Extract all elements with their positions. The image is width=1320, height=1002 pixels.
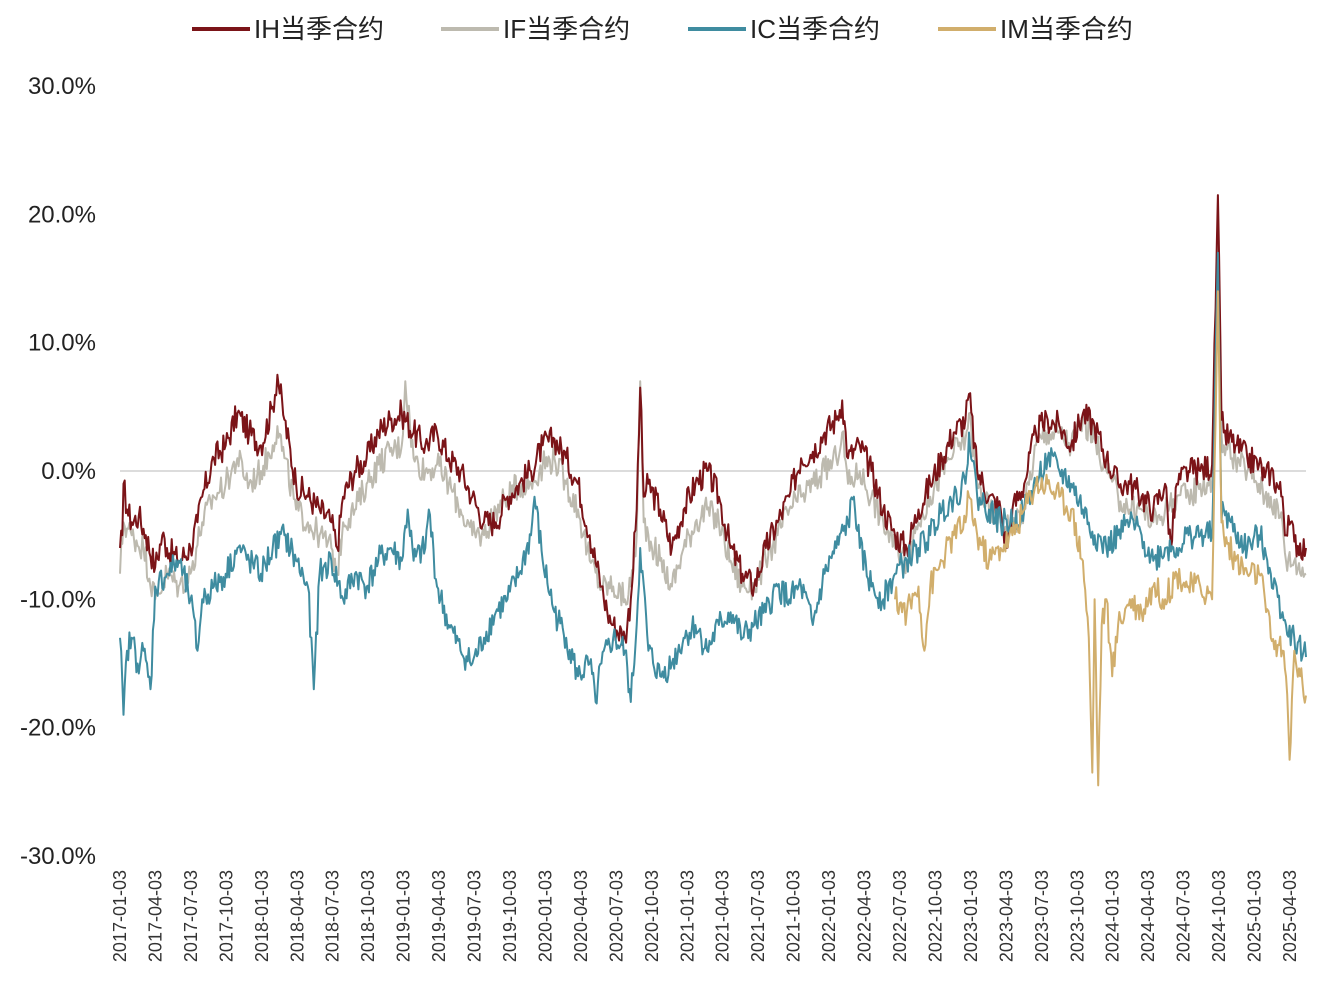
x-tick-label: 2025-04-03 bbox=[1280, 870, 1300, 962]
x-tick-label: 2018-10-03 bbox=[358, 870, 378, 962]
y-tick-label: 10.0% bbox=[28, 330, 96, 357]
series-line-1 bbox=[119, 194, 1307, 647]
x-tick-label: 2018-04-03 bbox=[287, 870, 307, 962]
x-tick-label: 2017-10-03 bbox=[216, 870, 236, 962]
y-tick-label: 20.0% bbox=[28, 201, 96, 228]
x-tick-label: 2019-07-03 bbox=[465, 870, 485, 962]
legend-label: IH当季合约 bbox=[254, 14, 384, 44]
x-tick-label: 2024-10-03 bbox=[1209, 870, 1229, 962]
series-line-3 bbox=[119, 251, 1307, 716]
x-tick-label: 2019-10-03 bbox=[500, 870, 520, 962]
x-tick-label: 2023-07-03 bbox=[1032, 870, 1052, 962]
x-tick-label: 2021-04-03 bbox=[713, 870, 733, 962]
x-tick-label: 2022-07-03 bbox=[890, 870, 910, 962]
x-tick-label: 2022-01-03 bbox=[819, 870, 839, 962]
series-line-2 bbox=[119, 226, 1307, 607]
legend: IH当季合约 IF当季合约 IC当季合约 IM当季合约 bbox=[192, 14, 1133, 44]
x-tick-label: 2018-01-03 bbox=[252, 870, 272, 962]
y-tick-label: 0.0% bbox=[41, 458, 96, 485]
legend-label: IC当季合约 bbox=[750, 14, 880, 44]
x-tick-label: 2020-10-03 bbox=[642, 870, 662, 962]
y-tick-label: -20.0% bbox=[20, 715, 96, 742]
x-axis: 2017-01-03 2017-04-03 2017-07-03 2017-10-03… bbox=[110, 870, 1300, 962]
x-tick-label: 2024-04-03 bbox=[1138, 870, 1158, 962]
y-tick-label: -10.0% bbox=[20, 586, 96, 613]
x-tick-label: 2019-04-03 bbox=[429, 870, 449, 962]
x-tick-label: 2022-04-03 bbox=[855, 870, 875, 962]
x-tick-label: 2017-01-03 bbox=[110, 870, 130, 962]
x-tick-label: 2025-01-03 bbox=[1245, 870, 1265, 962]
series-group bbox=[119, 194, 1307, 787]
x-tick-label: 2018-07-03 bbox=[323, 870, 343, 962]
x-tick-label: 2021-10-03 bbox=[784, 870, 804, 962]
x-tick-label: 2021-01-03 bbox=[677, 870, 697, 962]
legend-label: IM当季合约 bbox=[1000, 14, 1133, 44]
x-tick-label: 2020-07-03 bbox=[606, 870, 626, 962]
x-tick-label: 2023-01-03 bbox=[961, 870, 981, 962]
x-tick-label: 2023-04-03 bbox=[996, 870, 1016, 962]
x-tick-label: 2024-07-03 bbox=[1174, 870, 1194, 962]
y-tick-label: -30.0% bbox=[20, 843, 96, 870]
x-tick-label: 2023-10-03 bbox=[1067, 870, 1087, 962]
series-line-4 bbox=[894, 290, 1307, 787]
x-tick-label: 2024-01-03 bbox=[1103, 870, 1123, 962]
x-tick-label: 2022-10-03 bbox=[925, 870, 945, 962]
x-tick-label: 2020-01-03 bbox=[535, 870, 555, 962]
x-tick-label: 2019-01-03 bbox=[394, 870, 414, 962]
y-tick-label: 30.0% bbox=[28, 73, 96, 100]
legend-label: IF当季合约 bbox=[503, 14, 630, 44]
x-tick-label: 2017-07-03 bbox=[181, 870, 201, 962]
x-tick-label: 2017-04-03 bbox=[145, 870, 165, 962]
y-axis: 30.0% 20.0% 10.0% 0.0% -10.0% -20.0% -30.0% bbox=[20, 73, 96, 870]
x-tick-label: 2021-07-03 bbox=[748, 870, 768, 962]
x-tick-label: 2020-04-03 bbox=[571, 870, 591, 962]
